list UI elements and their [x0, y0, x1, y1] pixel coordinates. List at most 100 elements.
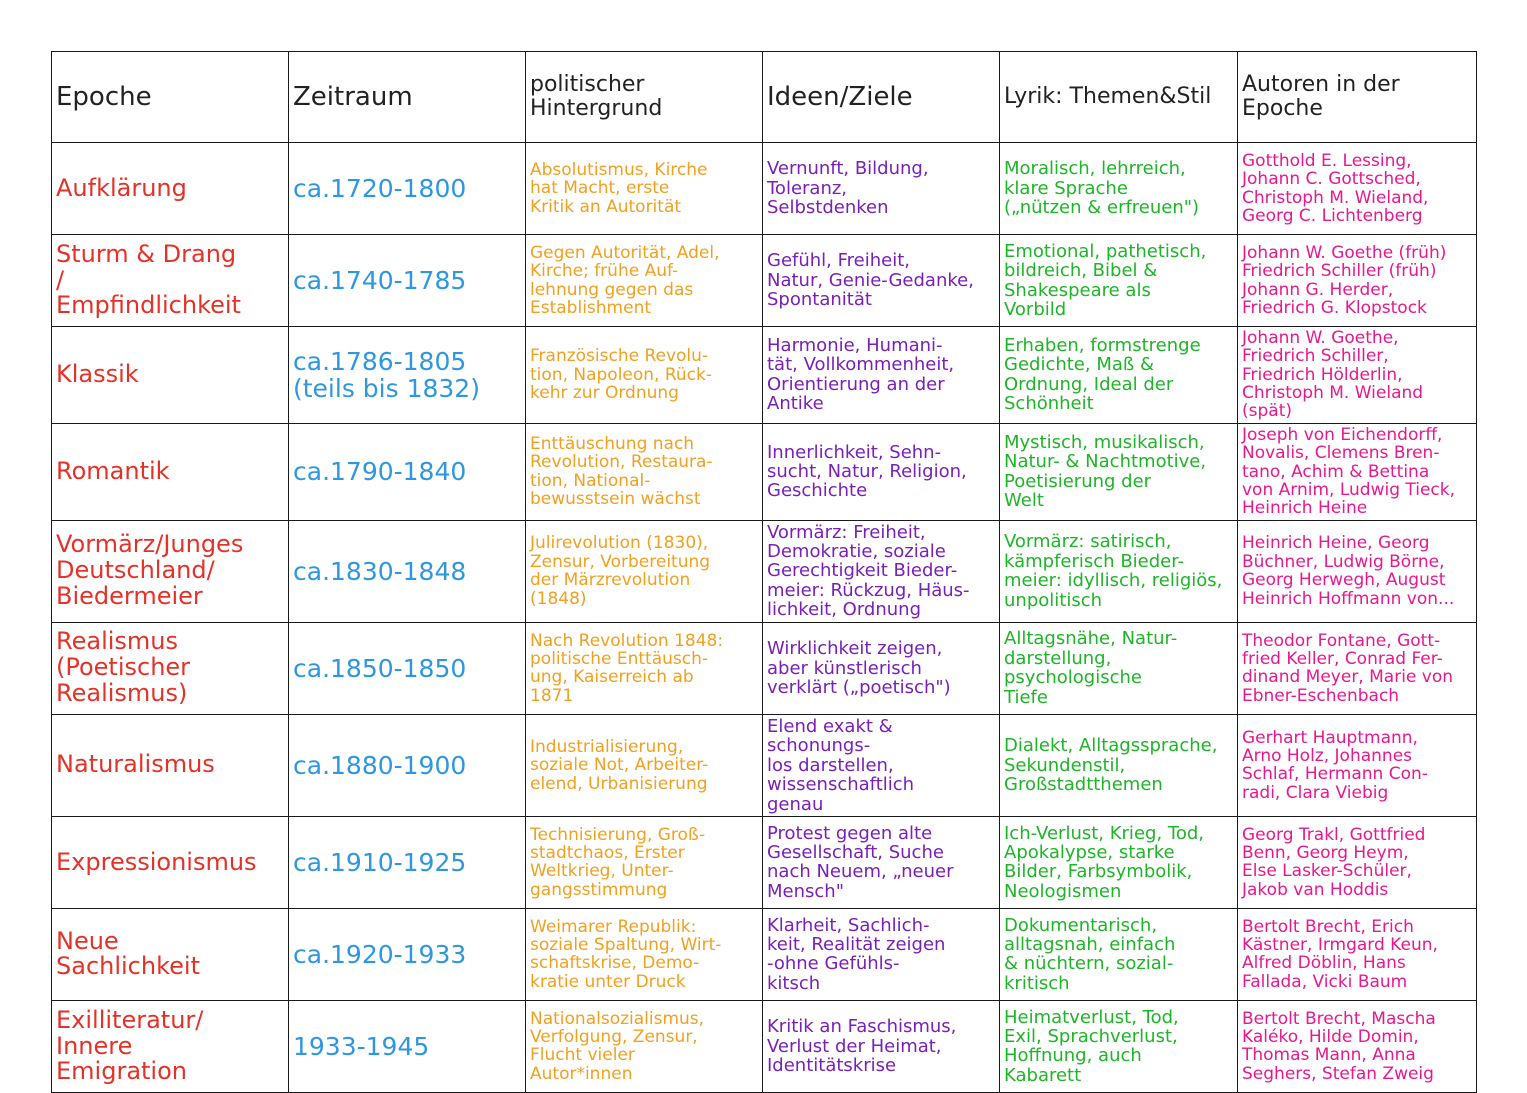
epoch-cell: Exilliteratur/ Innere Emigration	[51, 999, 289, 1093]
period-range: ca.1850-1850	[293, 653, 467, 683]
lyric-text: Heimatverlust, Tod, Exil, Sprachverlust,…	[1004, 1006, 1179, 1086]
political-text: Technisierung, Groß- stadtchaos, Erster …	[530, 824, 706, 900]
period-cell: ca.1880-1900	[288, 713, 526, 817]
epoch-cell: Sturm & Drang / Empfindlichkeit	[51, 234, 289, 327]
ideas-cell: Innerlichkeit, Sehn- sucht, Natur, Relig…	[762, 422, 1000, 521]
epoch-cell: Vormärz/Junges Deutschland/ Biedermeier	[51, 519, 289, 623]
ideas-cell: Elend exakt & schonungs- los darstellen,…	[762, 713, 1000, 817]
political-text: Weimarer Republik: soziale Spaltung, Wir…	[530, 916, 722, 992]
epoch-cell: Naturalismus	[51, 713, 289, 817]
table-row: Romantik ca.1790-1840 Enttäuschung nach …	[51, 422, 1477, 521]
authors-cell: Heinrich Heine, Georg Büchner, Ludwig Bö…	[1237, 519, 1477, 623]
period-range: ca.1910-1925	[293, 847, 467, 877]
political-text: Nach Revolution 1848: politische Enttäus…	[530, 630, 724, 706]
table-row: Klassik ca.1786-1805 (teils bis 1832) Fr…	[51, 326, 1477, 424]
period-range: ca.1880-1900	[293, 750, 467, 780]
authors-text: Johann W. Goethe, Friedrich Schiller, Fr…	[1242, 328, 1424, 422]
table-row: Aufklärung ca.1720-1800 Absolutismus, Ki…	[51, 142, 1477, 235]
political-text: Julirevolution (1830), Zensur, Vorbereit…	[530, 533, 711, 609]
authors-text: Bertolt Brecht, Mascha Kaléko, Hilde Dom…	[1242, 1008, 1436, 1084]
lyric-cell: Ich-Verlust, Krieg, Tod, Apokalypse, sta…	[999, 815, 1238, 909]
header-epoch: Epoche	[51, 51, 289, 143]
lyric-text: Erhaben, formstrenge Gedichte, Maß & Ord…	[1004, 335, 1201, 415]
period-cell: ca.1740-1785	[288, 234, 526, 327]
lyric-cell: Alltagsnähe, Natur- darstellung, psychol…	[999, 621, 1238, 715]
political-text: Nationalsozialismus, Verfolgung, Zensur,…	[530, 1008, 705, 1084]
political-cell: Absolutismus, Kirche hat Macht, erste Kr…	[525, 142, 763, 235]
lyric-cell: Dokumentarisch, alltagsnah, einfach & nü…	[999, 907, 1238, 1001]
epoch-name: Realismus (Poetischer Realismus)	[56, 627, 191, 708]
header-lyric: Lyrik: Themen&Stil	[999, 51, 1238, 143]
epochs-table: Epoche Zeitraum politischer Hintergrund …	[51, 51, 1477, 1093]
authors-cell: Theodor Fontane, Gott- fried Keller, Con…	[1237, 621, 1477, 715]
epoch-name: Expressionismus	[56, 847, 257, 876]
authors-text: Georg Trakl, Gottfried Benn, Georg Heym,…	[1242, 824, 1426, 900]
period-cell: ca.1910-1925	[288, 815, 526, 909]
political-cell: Enttäuschung nach Revolution, Restaura- …	[525, 422, 763, 521]
political-cell: Julirevolution (1830), Zensur, Vorbereit…	[525, 519, 763, 623]
ideas-cell: Vormärz: Freiheit, Demokratie, soziale G…	[762, 519, 1000, 623]
header-row: Epoche Zeitraum politischer Hintergrund …	[51, 51, 1477, 143]
epoch-cell: Romantik	[51, 422, 289, 521]
authors-text: Heinrich Heine, Georg Büchner, Ludwig Bö…	[1242, 533, 1455, 609]
period-range: 1933-1945	[293, 1031, 430, 1061]
political-text: Industrialisierung, soziale Not, Arbeite…	[530, 736, 709, 794]
lyric-text: Emotional, pathetisch, bildreich, Bibel …	[1004, 240, 1207, 320]
period-cell: ca.1786-1805 (teils bis 1832)	[288, 326, 526, 424]
ideas-text: Protest gegen alte Gesellschaft, Suche n…	[767, 822, 954, 902]
ideas-cell: Protest gegen alte Gesellschaft, Suche n…	[762, 815, 1000, 909]
authors-text: Theodor Fontane, Gott- fried Keller, Con…	[1242, 630, 1454, 706]
lyric-cell: Mystisch, musikalisch, Natur- & Nachtmot…	[999, 422, 1238, 521]
period-range: ca.1920-1933	[293, 939, 467, 969]
period-cell: ca.1920-1933	[288, 907, 526, 1001]
political-cell: Technisierung, Groß- stadtchaos, Erster …	[525, 815, 763, 909]
ideas-text: Gefühl, Freiheit, Natur, Genie-Gedanke, …	[767, 250, 974, 311]
authors-text: Gotthold E. Lessing, Johann C. Gottsched…	[1242, 150, 1429, 226]
authors-text: Bertolt Brecht, Erich Kästner, Irmgard K…	[1242, 916, 1438, 992]
authors-cell: Gotthold E. Lessing, Johann C. Gottsched…	[1237, 142, 1477, 235]
authors-cell: Johann W. Goethe, Friedrich Schiller, Fr…	[1237, 326, 1477, 424]
period-cell: ca.1830-1848	[288, 519, 526, 623]
political-cell: Nationalsozialismus, Verfolgung, Zensur,…	[525, 999, 763, 1093]
ideas-cell: Klarheit, Sachlich- keit, Realität zeige…	[762, 907, 1000, 1001]
ideas-text: Vernunft, Bildung, Toleranz, Selbstdenke…	[767, 158, 929, 219]
epoch-name: Romantik	[56, 456, 170, 485]
lyric-cell: Erhaben, formstrenge Gedichte, Maß & Ord…	[999, 326, 1238, 424]
table-row: Realismus (Poetischer Realismus) ca.1850…	[51, 621, 1477, 715]
ideas-cell: Wirklichkeit zeigen, aber künstlerisch v…	[762, 621, 1000, 715]
lyric-cell: Dialekt, Alltagssprache, Sekundenstil, G…	[999, 713, 1238, 817]
lyric-text: Vormärz: satirisch, kämpferisch Bieder- …	[1004, 531, 1223, 611]
epoch-cell: Realismus (Poetischer Realismus)	[51, 621, 289, 715]
authors-cell: Bertolt Brecht, Mascha Kaléko, Hilde Dom…	[1237, 999, 1477, 1093]
epoch-cell: Neue Sachlichkeit	[51, 907, 289, 1001]
political-cell: Nach Revolution 1848: politische Enttäus…	[525, 621, 763, 715]
period-range: ca.1740-1785	[293, 266, 467, 295]
header-ideas: Ideen/Ziele	[762, 51, 1000, 143]
authors-text: Joseph von Eichendorff, Novalis, Clemens…	[1242, 424, 1456, 519]
political-cell: Französische Revolu- tion, Napoleon, Rüc…	[525, 326, 763, 424]
header-period: Zeitraum	[288, 51, 526, 143]
authors-text: Gerhart Hauptmann, Arno Holz, Johannes S…	[1242, 727, 1428, 803]
epoch-name: Klassik	[56, 359, 139, 388]
lyric-text: Moralisch, lehrreich, klare Sprache („nü…	[1004, 158, 1200, 219]
lyric-text: Ich-Verlust, Krieg, Tod, Apokalypse, sta…	[1004, 822, 1204, 902]
authors-cell: Gerhart Hauptmann, Arno Holz, Johannes S…	[1237, 713, 1477, 817]
authors-cell: Bertolt Brecht, Erich Kästner, Irmgard K…	[1237, 907, 1477, 1001]
period-range: ca.1790-1840	[293, 457, 467, 487]
political-text: Gegen Autorität, Adel, Kirche; frühe Auf…	[530, 242, 720, 318]
lyric-cell: Vormärz: satirisch, kämpferisch Bieder- …	[999, 519, 1238, 623]
authors-cell: Georg Trakl, Gottfried Benn, Georg Heym,…	[1237, 815, 1477, 909]
epoch-name: Vormärz/Junges Deutschland/ Biedermeier	[56, 530, 244, 611]
lyric-text: Alltagsnähe, Natur- darstellung, psychol…	[1004, 628, 1178, 708]
table-row: Naturalismus ca.1880-1900 Industrialisie…	[51, 713, 1477, 817]
header-authors: Autoren in der Epoche	[1237, 51, 1477, 143]
lyric-cell: Heimatverlust, Tod, Exil, Sprachverlust,…	[999, 999, 1238, 1093]
period-cell: ca.1850-1850	[288, 621, 526, 715]
header-political: politischer Hintergrund	[525, 51, 763, 143]
lyric-text: Dokumentarisch, alltagsnah, einfach & nü…	[1004, 914, 1176, 994]
epoch-name: Exilliteratur/ Innere Emigration	[56, 1005, 204, 1086]
period-cell: 1933-1945	[288, 999, 526, 1093]
ideas-text: Klarheit, Sachlich- keit, Realität zeige…	[767, 914, 946, 994]
period-cell: ca.1790-1840	[288, 422, 526, 521]
table-row: Neue Sachlichkeit ca.1920-1933 Weimarer …	[51, 907, 1477, 1001]
